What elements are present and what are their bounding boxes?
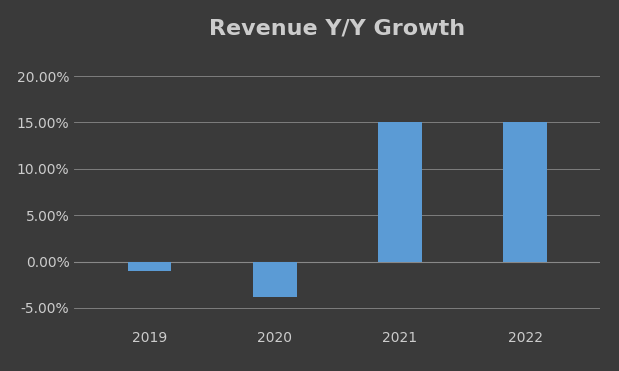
Bar <box>253 262 297 297</box>
Bar <box>503 122 547 262</box>
Title: Revenue Y/Y Growth: Revenue Y/Y Growth <box>209 18 465 38</box>
Bar <box>128 262 171 271</box>
Bar <box>378 122 422 262</box>
